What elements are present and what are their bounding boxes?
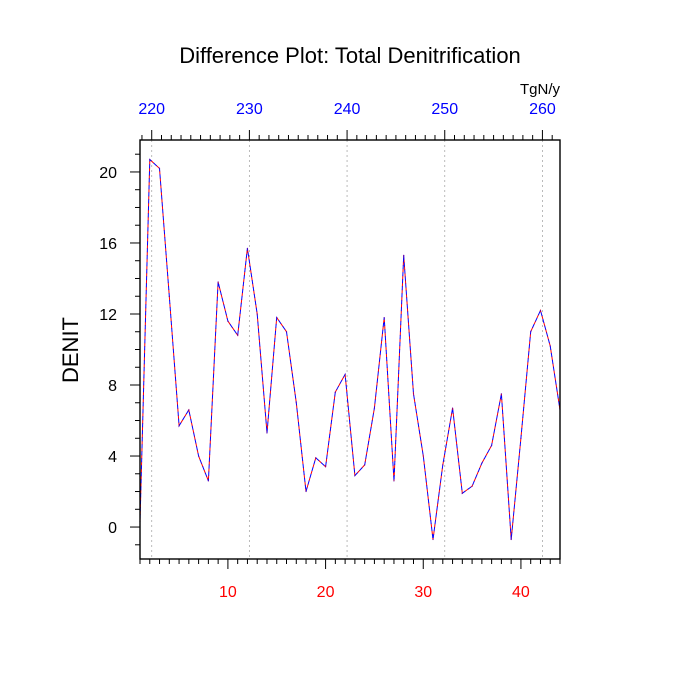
data-point bbox=[149, 158, 151, 161]
data-point bbox=[403, 254, 405, 257]
data-point bbox=[168, 295, 170, 297]
data-point bbox=[354, 474, 356, 477]
data-point bbox=[256, 313, 258, 315]
top-axis-tick-label: 260 bbox=[529, 101, 556, 118]
data-point bbox=[315, 457, 317, 459]
top-axis-tick-label: 220 bbox=[138, 101, 165, 118]
data-point bbox=[451, 407, 454, 409]
data-point bbox=[520, 437, 522, 439]
data-point bbox=[334, 391, 336, 393]
data-point bbox=[237, 334, 239, 336]
data-point bbox=[383, 316, 385, 319]
data-point bbox=[344, 373, 346, 375]
series-group bbox=[139, 158, 561, 541]
bottom-axis-tick-label: 10 bbox=[219, 584, 237, 601]
data-point bbox=[295, 402, 297, 404]
data-point bbox=[471, 485, 473, 487]
y-axis-tick-label: 12 bbox=[99, 307, 117, 324]
bottom-axis-tick-label: 40 bbox=[512, 584, 530, 601]
data-point bbox=[549, 345, 551, 347]
data-point bbox=[305, 490, 307, 493]
y-axis-label: DENIT bbox=[58, 317, 83, 383]
data-point bbox=[364, 464, 366, 466]
data-point bbox=[158, 167, 161, 170]
data-point bbox=[500, 393, 502, 395]
data-point bbox=[530, 331, 532, 333]
y-axis-tick-label: 4 bbox=[108, 449, 117, 466]
units-label: TgN/y bbox=[520, 81, 561, 98]
data-point bbox=[461, 492, 463, 494]
axis-ticks bbox=[130, 130, 561, 569]
y-axis-tick-label: 0 bbox=[108, 520, 117, 537]
y-axis-tick-label: 20 bbox=[99, 165, 117, 182]
data-point bbox=[266, 432, 268, 434]
data-point bbox=[442, 464, 444, 466]
chart-title: Difference Plot: Total Denitrification bbox=[179, 43, 521, 68]
data-point bbox=[432, 538, 434, 541]
tick-labels: 220 230 240 250 260 10 20 30 40 0 4 8 12 16 20 bbox=[99, 101, 556, 601]
series-line-blue bbox=[139, 158, 561, 540]
plot-frame bbox=[139, 139, 561, 560]
data-point bbox=[412, 393, 415, 395]
bottom-axis-tick-label: 20 bbox=[317, 584, 335, 601]
data-point bbox=[217, 281, 219, 283]
data-point bbox=[481, 462, 483, 464]
data-point bbox=[539, 309, 542, 312]
data-point bbox=[207, 480, 209, 482]
data-point bbox=[188, 409, 190, 411]
top-axis-tick-label: 240 bbox=[334, 101, 361, 118]
series-line-red bbox=[139, 158, 561, 540]
grid-lines bbox=[151, 140, 543, 559]
data-point bbox=[491, 444, 493, 446]
data-point bbox=[422, 455, 424, 457]
y-axis-tick-label: 16 bbox=[99, 236, 117, 253]
data-point bbox=[510, 538, 512, 541]
data-point bbox=[393, 480, 395, 482]
bottom-axis-tick-label: 30 bbox=[414, 584, 432, 601]
data-point bbox=[178, 425, 180, 427]
data-point bbox=[324, 466, 327, 468]
top-axis-tick-label: 250 bbox=[431, 101, 458, 118]
data-point bbox=[285, 331, 288, 333]
data-point bbox=[373, 407, 376, 409]
data-point bbox=[276, 316, 278, 319]
data-point bbox=[227, 320, 229, 322]
top-axis-tick-label: 230 bbox=[236, 101, 263, 118]
data-point bbox=[198, 455, 200, 457]
data-point bbox=[246, 247, 249, 249]
y-axis-tick-label: 8 bbox=[108, 378, 117, 395]
